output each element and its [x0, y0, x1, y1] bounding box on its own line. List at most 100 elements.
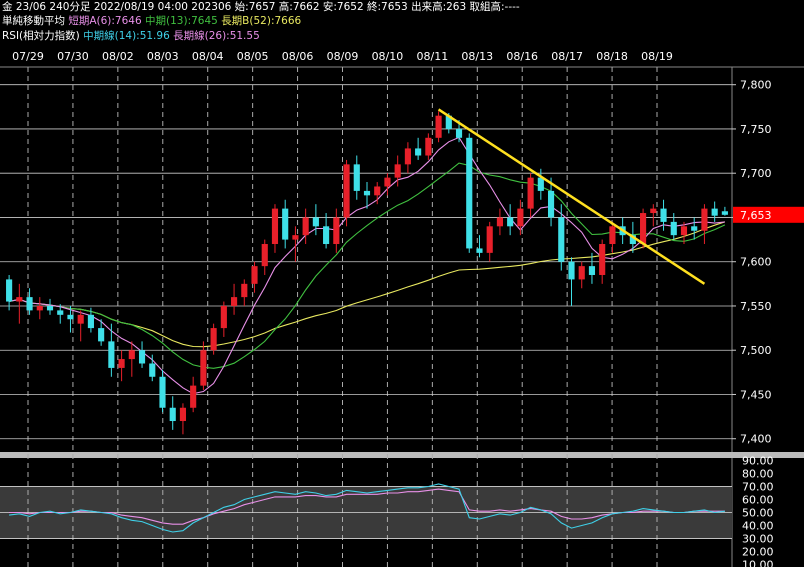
- candle-body: [261, 244, 268, 267]
- rsi-legend: RSI(相対力指数) 中期線(14):51.96 長期線(26):51.55: [2, 29, 260, 43]
- candle-body: [16, 297, 23, 302]
- date-tick-label: 08/04: [192, 50, 224, 63]
- rsi-tick-label: 30.00: [742, 532, 774, 545]
- candle-body: [200, 350, 207, 386]
- ma-long-line: [8, 221, 726, 348]
- candle-body: [46, 305, 54, 311]
- candle-body: [292, 235, 299, 240]
- rsi-mid-line: [9, 483, 725, 533]
- candle-body: [67, 314, 74, 320]
- candle-body: [507, 217, 514, 227]
- candle-body: [701, 208, 708, 231]
- date-tick-label: 08/16: [506, 50, 538, 63]
- price-tick-label: 7,700: [740, 167, 772, 180]
- candle-body: [425, 137, 432, 156]
- candle-body: [251, 266, 258, 284]
- candle-body: [77, 314, 84, 324]
- date-tick-label: 07/30: [57, 50, 89, 63]
- trend-line: [437, 108, 706, 285]
- candle-body: [87, 314, 94, 329]
- candle-body: [190, 385, 197, 408]
- date-tick-label: 08/05: [237, 50, 269, 63]
- ma-title: 単純移動平均: [2, 15, 65, 27]
- candle-body: [302, 217, 309, 236]
- candle-body: [6, 279, 13, 302]
- candle-body: [210, 328, 217, 351]
- candle-body: [486, 226, 493, 253]
- price-tick-label: 7,800: [740, 79, 772, 92]
- candle-body: [445, 115, 452, 129]
- date-tick-label: 08/06: [282, 50, 314, 63]
- price-tick-label: 7,750: [740, 123, 772, 136]
- candle-body: [650, 208, 657, 214]
- candle-body: [517, 208, 524, 227]
- ma-mid-line: [8, 162, 726, 369]
- candle-body: [476, 248, 483, 253]
- candle-body: [26, 297, 33, 311]
- candle-body: [599, 244, 606, 275]
- candle-body: [547, 190, 555, 218]
- candle-body: [98, 328, 105, 342]
- candle-body: [159, 376, 166, 408]
- date-tick-label: 08/10: [372, 50, 404, 63]
- date-axis-bar: [0, 44, 804, 67]
- candle-body: [323, 226, 330, 245]
- rsi-tick-label: 20.00: [742, 545, 774, 558]
- price-tick-label: 7,550: [740, 300, 772, 313]
- candle-body: [343, 164, 350, 218]
- current-price-tag: [733, 206, 804, 223]
- candle-body: [496, 217, 503, 227]
- candle-body: [231, 297, 238, 306]
- candle-body: [640, 213, 647, 245]
- date-tick-label: 08/18: [596, 50, 628, 63]
- candle-body: [36, 305, 43, 311]
- candle-body: [138, 350, 146, 364]
- rsi-tick-label: 60.00: [742, 494, 774, 507]
- ma-short-value: 短期A(6):7646: [68, 15, 142, 27]
- candle-body: [558, 217, 565, 262]
- candle-body: [721, 211, 728, 215]
- candle-body: [435, 115, 442, 138]
- candle-body: [609, 226, 616, 245]
- candle-body: [220, 305, 227, 329]
- rsi-long-line: [9, 488, 725, 525]
- candle-body: [466, 137, 473, 249]
- candle-body: [149, 363, 156, 377]
- date-tick-label: 08/03: [147, 50, 179, 63]
- date-tick-label: 08/13: [461, 50, 493, 63]
- candle-body: [241, 283, 248, 298]
- candle-body: [568, 261, 575, 280]
- ma-mid-value: 中期(13):7645: [145, 15, 218, 27]
- ma-long-value: 長期B(52):7666: [221, 15, 302, 27]
- candle-body: [57, 310, 64, 315]
- candle-body: [711, 208, 718, 216]
- candle-body: [578, 266, 585, 280]
- candle-body: [588, 266, 596, 275]
- ma-short-line: [8, 136, 725, 395]
- date-tick-label: 08/02: [102, 50, 134, 63]
- rsi-mid-value: 中期線(14):51.96: [83, 30, 170, 42]
- candle-body: [537, 177, 544, 191]
- candle-body: [680, 226, 688, 236]
- rsi-tick-label: 40.00: [742, 519, 774, 532]
- header-info: 金 23/06 240分足 2022/08/19 04:00 202306 始:…: [2, 1, 520, 13]
- ma-legend: 単純移動平均 短期A(6):7646 中期(13):7645 長期B(52):7…: [2, 14, 301, 28]
- candle-body: [282, 208, 289, 240]
- candle-body: [527, 177, 534, 209]
- candle-body: [670, 221, 677, 236]
- candle-body: [353, 164, 360, 191]
- price-tick-label: 7,500: [740, 344, 772, 357]
- candle-body: [118, 359, 125, 368]
- rsi-tick-label: 10.00: [742, 558, 774, 567]
- candle-body: [179, 407, 187, 422]
- date-tick-label: 08/19: [641, 50, 673, 63]
- date-tick-label: 08/17: [551, 50, 583, 63]
- rsi-tick-label: 80.00: [742, 468, 774, 481]
- candle-body: [660, 208, 667, 222]
- candle-body: [271, 208, 279, 245]
- pane-separator: [0, 452, 804, 458]
- candle-body: [384, 177, 391, 187]
- date-tick-label: 08/09: [327, 50, 359, 63]
- rsi-long-value: 長期線(26):51.55: [173, 30, 260, 42]
